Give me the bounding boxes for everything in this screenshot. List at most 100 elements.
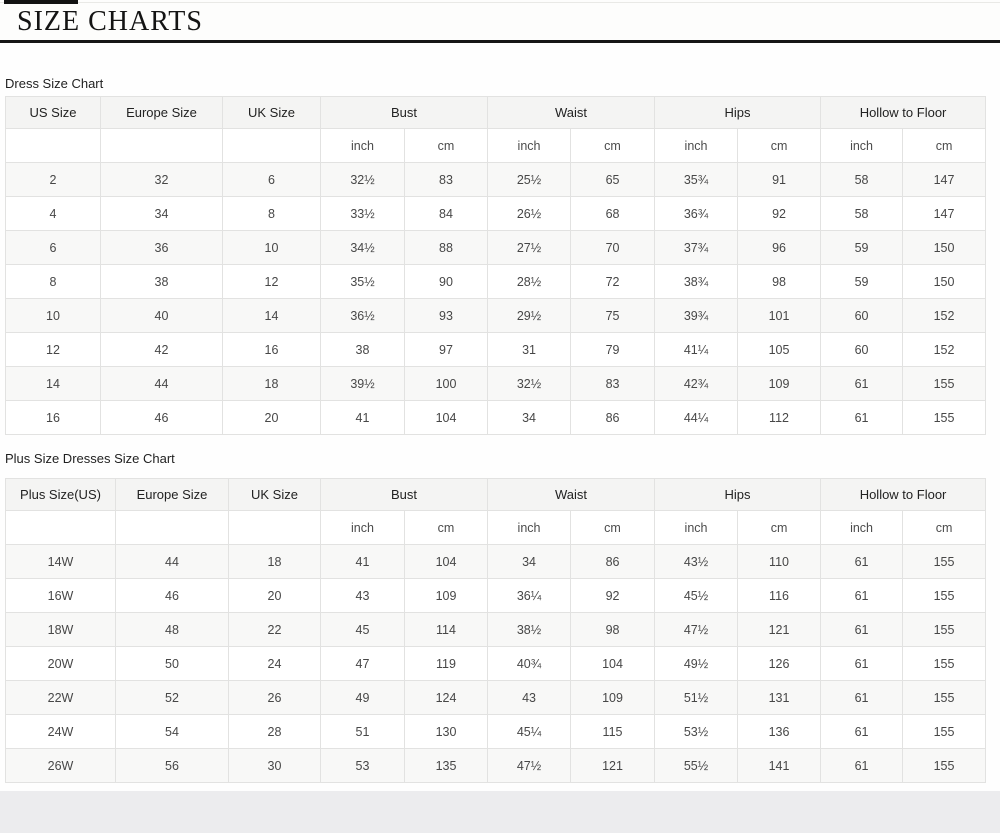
table-cell: 68 (570, 196, 656, 231)
table-cell: 34½ (320, 230, 405, 265)
table-row: 6 36 10 34½ 88 27½ 70 37¾ 96 59 150 (5, 230, 987, 265)
table-cell: 61 (820, 544, 904, 579)
table-cell: 83 (403, 162, 489, 197)
table-cell: 155 (902, 366, 987, 401)
table-cell: 61 (820, 400, 904, 435)
table-cell: 147 (902, 196, 987, 231)
table-cell: 37¾ (654, 230, 739, 265)
table-cell: 130 (403, 714, 489, 749)
col-header-hollow-to-floor: Hollow to Floor (820, 478, 987, 511)
unit-label-inch: inch (654, 510, 739, 545)
col-header-uk-size: UK Size (222, 96, 321, 129)
top-left-tick (4, 0, 78, 4)
table-cell: 104 (403, 544, 489, 579)
table-cell: 16W (5, 578, 116, 613)
table-cell: 112 (737, 400, 822, 435)
unit-label-cm: cm (737, 510, 822, 545)
table-cell: 20 (228, 578, 321, 613)
table-cell: 109 (403, 578, 489, 613)
table-cell: 24 (228, 646, 321, 681)
table-cell: 46 (115, 578, 229, 613)
table-cell: 104 (403, 400, 489, 435)
unit-label-cm: cm (902, 128, 987, 163)
table-cell: 34 (487, 400, 572, 435)
table-cell: 115 (570, 714, 656, 749)
table-cell: 155 (902, 544, 987, 579)
bottom-gray-band (0, 791, 1000, 833)
table-cell: 42¾ (654, 366, 739, 401)
section-label-dress-size-chart: Dress Size Chart (5, 76, 104, 91)
unit-label-inch: inch (487, 128, 572, 163)
table-cell: 155 (902, 400, 987, 435)
table-cell: 45½ (654, 578, 739, 613)
table-cell: 90 (403, 264, 489, 299)
table-cell: 16 (5, 400, 101, 435)
table-cell: 47½ (487, 748, 572, 783)
table-cell: 83 (570, 366, 656, 401)
table-row: 16W 46 20 43 109 36¼ 92 45½ 116 61 155 (5, 578, 987, 613)
table-cell: 26½ (487, 196, 572, 231)
table-cell: 32½ (320, 162, 405, 197)
col-header-hollow-to-floor: Hollow to Floor (820, 96, 987, 129)
table-cell: 155 (902, 612, 987, 647)
table-cell: 10 (5, 298, 101, 333)
table-cell: 152 (902, 298, 987, 333)
table-cell: 88 (403, 230, 489, 265)
table-cell: 12 (222, 264, 321, 299)
table-cell: 2 (5, 162, 101, 197)
table-row: 22W 52 26 49 124 43 109 51½ 131 61 155 (5, 680, 987, 715)
table-cell: 44¼ (654, 400, 739, 435)
table-cell: 75 (570, 298, 656, 333)
table-cell: 55½ (654, 748, 739, 783)
table-cell: 26 (228, 680, 321, 715)
table-cell: 38½ (487, 612, 572, 647)
section-label-plus-size-chart: Plus Size Dresses Size Chart (5, 451, 175, 466)
table-row: 14 44 18 39½ 100 32½ 83 42¾ 109 61 155 (5, 366, 987, 401)
table-cell: 36 (100, 230, 223, 265)
table-cell: 72 (570, 264, 656, 299)
table-cell: 91 (737, 162, 822, 197)
table-cell: 61 (820, 748, 904, 783)
table-cell: 155 (902, 714, 987, 749)
table-cell: 4 (5, 196, 101, 231)
col-header-hips: Hips (654, 478, 822, 511)
table-cell: 41 (320, 544, 405, 579)
table-cell: 104 (570, 646, 656, 681)
table-cell: 36¼ (487, 578, 572, 613)
col-header-us-size: US Size (5, 96, 101, 129)
table-cell: 109 (737, 366, 822, 401)
table-cell: 8 (222, 196, 321, 231)
table-cell: 14 (5, 366, 101, 401)
table-cell: 44 (115, 544, 229, 579)
unit-label-cm: cm (570, 510, 656, 545)
table-cell: 20W (5, 646, 116, 681)
table-cell: 141 (737, 748, 822, 783)
page-title: SIZE CHARTS (17, 6, 203, 37)
table-cell: 97 (403, 332, 489, 367)
table-cell: 43½ (654, 544, 739, 579)
table-cell: 61 (820, 578, 904, 613)
empty-cell (115, 510, 229, 545)
table-cell: 136 (737, 714, 822, 749)
table-cell: 61 (820, 714, 904, 749)
table-cell: 155 (902, 646, 987, 681)
table-unit-row: inch cm inch cm inch cm inch cm (5, 510, 987, 545)
unit-label-inch: inch (654, 128, 739, 163)
unit-label-inch: inch (820, 128, 904, 163)
table-cell: 10 (222, 230, 321, 265)
unit-label-cm: cm (403, 510, 489, 545)
table-cell: 27½ (487, 230, 572, 265)
table-cell: 49½ (654, 646, 739, 681)
table-cell: 18W (5, 612, 116, 647)
table-cell: 92 (570, 578, 656, 613)
table-cell: 39½ (320, 366, 405, 401)
table-cell: 53 (320, 748, 405, 783)
table-cell: 92 (737, 196, 822, 231)
empty-cell (222, 128, 321, 163)
table-cell: 101 (737, 298, 822, 333)
table-cell: 29½ (487, 298, 572, 333)
table-cell: 43 (487, 680, 572, 715)
table-cell: 155 (902, 748, 987, 783)
table-cell: 22 (228, 612, 321, 647)
table-cell: 40¾ (487, 646, 572, 681)
